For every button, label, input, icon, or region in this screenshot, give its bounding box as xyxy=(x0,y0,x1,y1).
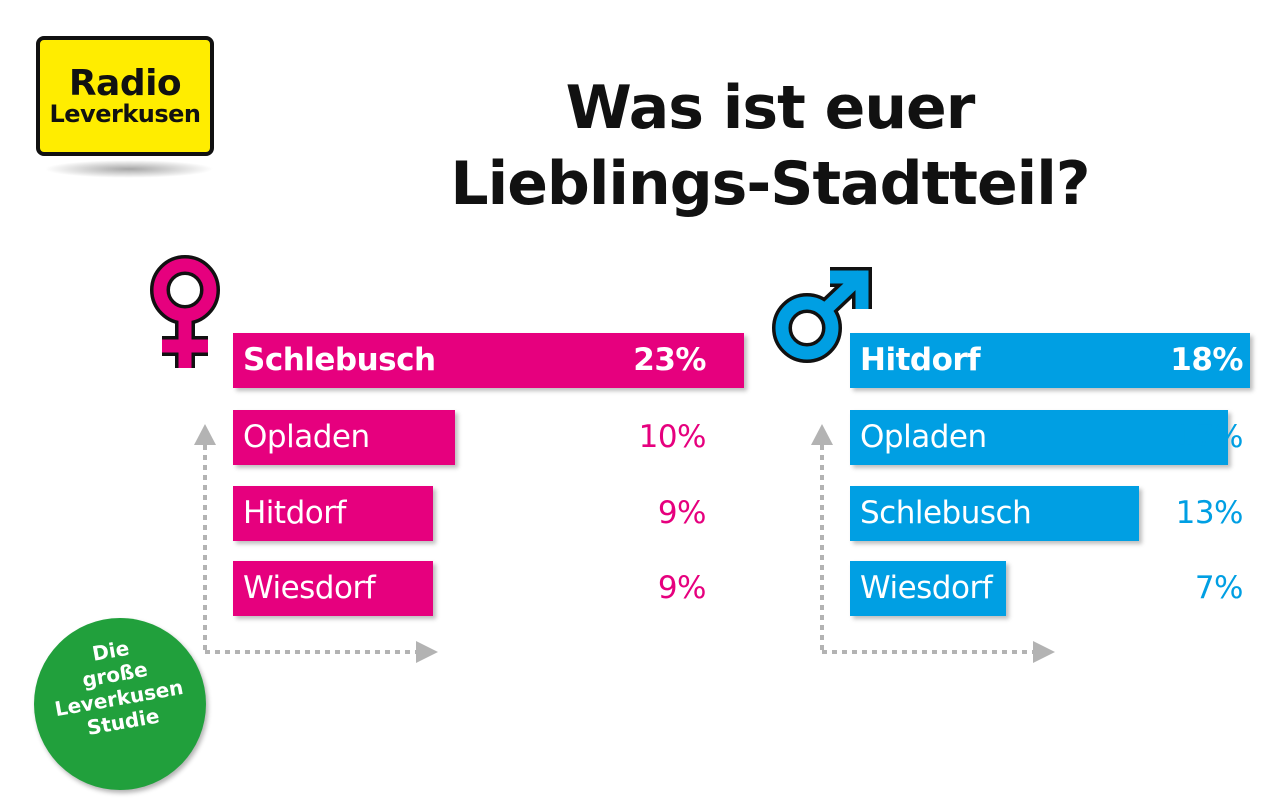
female-value-label-0: 23% xyxy=(633,342,706,378)
female-bar-label-2: Hitdorf xyxy=(243,495,346,531)
female-bar-label-1: Opladen xyxy=(243,419,370,455)
male-value-label-3: 7% xyxy=(1194,570,1244,606)
female-axis-arrows xyxy=(194,424,438,663)
radio-leverkusen-logo: Radio Leverkusen xyxy=(36,36,214,156)
female-symbol-icon xyxy=(150,255,220,368)
female-bar-3 xyxy=(233,561,433,616)
male-bar-1 xyxy=(850,410,1228,465)
female-bar-0 xyxy=(233,333,744,388)
logo-line-2: Leverkusen xyxy=(49,100,201,129)
male-bar-2 xyxy=(850,486,1139,541)
male-bar-label-3: Wiesdorf xyxy=(860,570,993,606)
studie-badge: Die große Leverkusen Studie xyxy=(34,618,206,790)
female-bar-label-0: Schlebusch xyxy=(243,342,436,378)
female-value-label-2: 9% xyxy=(657,495,707,531)
title-line-1: Was ist euer xyxy=(565,73,976,143)
male-bar-label-1: Opladen xyxy=(860,419,987,455)
male-value-label-2: 13% xyxy=(1175,495,1244,531)
page-title: Was ist euer Lieblings-Stadtteil? xyxy=(420,70,1120,222)
male-axis-arrows xyxy=(811,424,1055,663)
female-value-label-1: 10% xyxy=(638,419,707,455)
female-bar-1 xyxy=(233,410,455,465)
female-bar-label-3: Wiesdorf xyxy=(243,570,376,606)
male-value-label-1: 17% xyxy=(1175,419,1244,455)
female-value-label-3: 9% xyxy=(657,570,707,606)
male-symbol-icon xyxy=(772,267,872,363)
title-line-2: Lieblings-Stadtteil? xyxy=(450,149,1090,219)
logo-shadow xyxy=(44,160,214,178)
male-value-label-0: 18% xyxy=(1170,342,1243,378)
logo-line-1: Radio xyxy=(68,62,182,104)
male-bar-label-0: Hitdorf xyxy=(860,342,981,378)
male-bar-label-2: Schlebusch xyxy=(860,495,1032,531)
male-bar-3 xyxy=(850,561,1006,616)
male-bar-0 xyxy=(850,333,1250,388)
female-bar-2 xyxy=(233,486,433,541)
